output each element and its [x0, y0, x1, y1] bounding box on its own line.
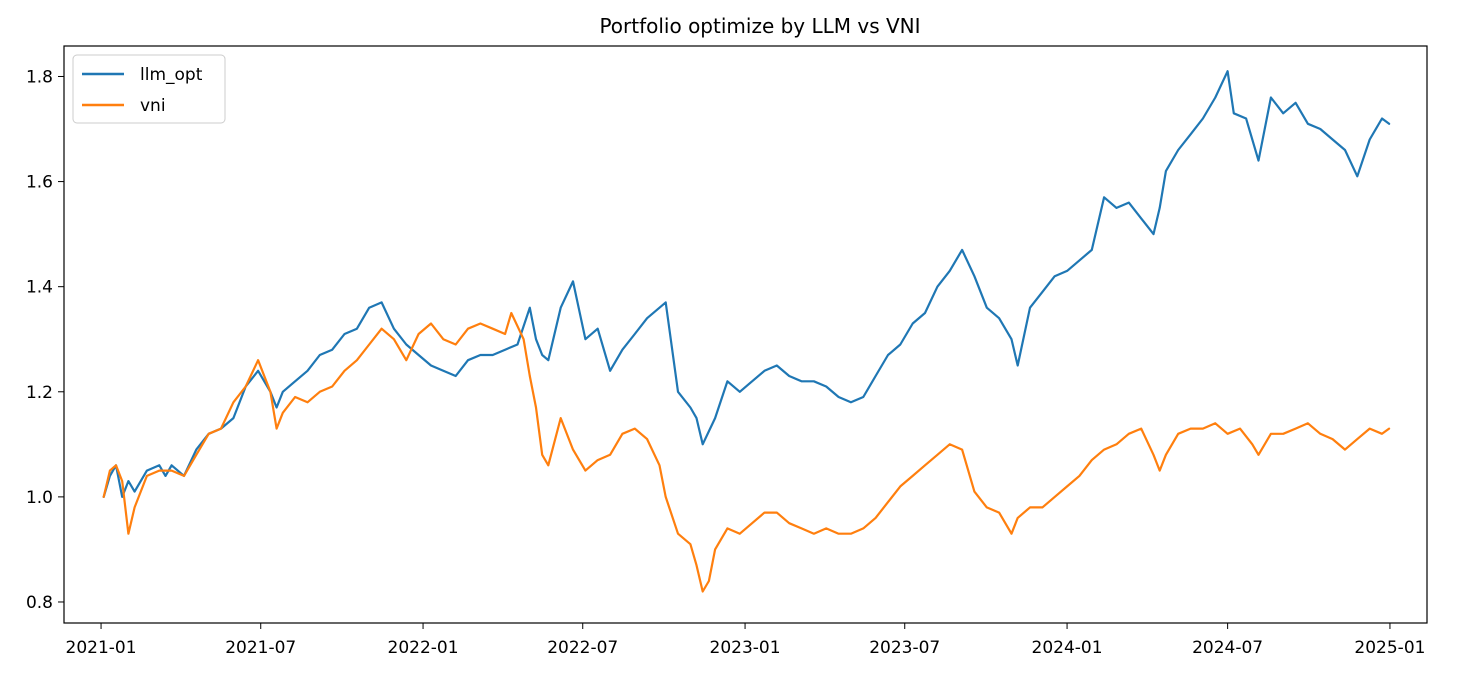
x-tick-label: 2025-01 [1354, 638, 1425, 658]
x-tick-label: 2021-07 [225, 638, 296, 658]
chart-title: Portfolio optimize by LLM vs VNI [599, 14, 920, 38]
x-tick-label: 2021-01 [66, 638, 137, 658]
y-tick-label: 1.0 [26, 488, 53, 508]
x-tick-label: 2024-01 [1032, 638, 1103, 658]
x-tick-label: 2023-07 [869, 638, 940, 658]
y-tick-label: 1.6 [26, 173, 53, 193]
x-tick-label: 2022-01 [388, 638, 459, 658]
plot-frame [63, 45, 1428, 624]
x-tick-label: 2022-07 [547, 638, 618, 658]
y-tick-label: 0.8 [26, 593, 53, 613]
legend-label-llm-opt: llm_opt [140, 65, 203, 85]
series-line-vni [102, 311, 1391, 593]
legend-label-vni: vni [140, 96, 166, 116]
y-axis: 0.8 1.0 1.2 1.4 1.6 1.8 [26, 67, 64, 613]
y-tick-label: 1.2 [26, 383, 53, 403]
series-line-llm-opt [102, 70, 1391, 498]
x-axis: 2021-01 2021-07 2022-01 2022-07 2023-01 2023-… [66, 623, 1425, 658]
x-tick-label: 2024-07 [1192, 638, 1263, 658]
plot-lines [102, 70, 1391, 593]
x-tick-label: 2023-01 [710, 638, 781, 658]
y-tick-label: 1.4 [26, 278, 53, 298]
y-tick-label: 1.8 [26, 67, 53, 87]
